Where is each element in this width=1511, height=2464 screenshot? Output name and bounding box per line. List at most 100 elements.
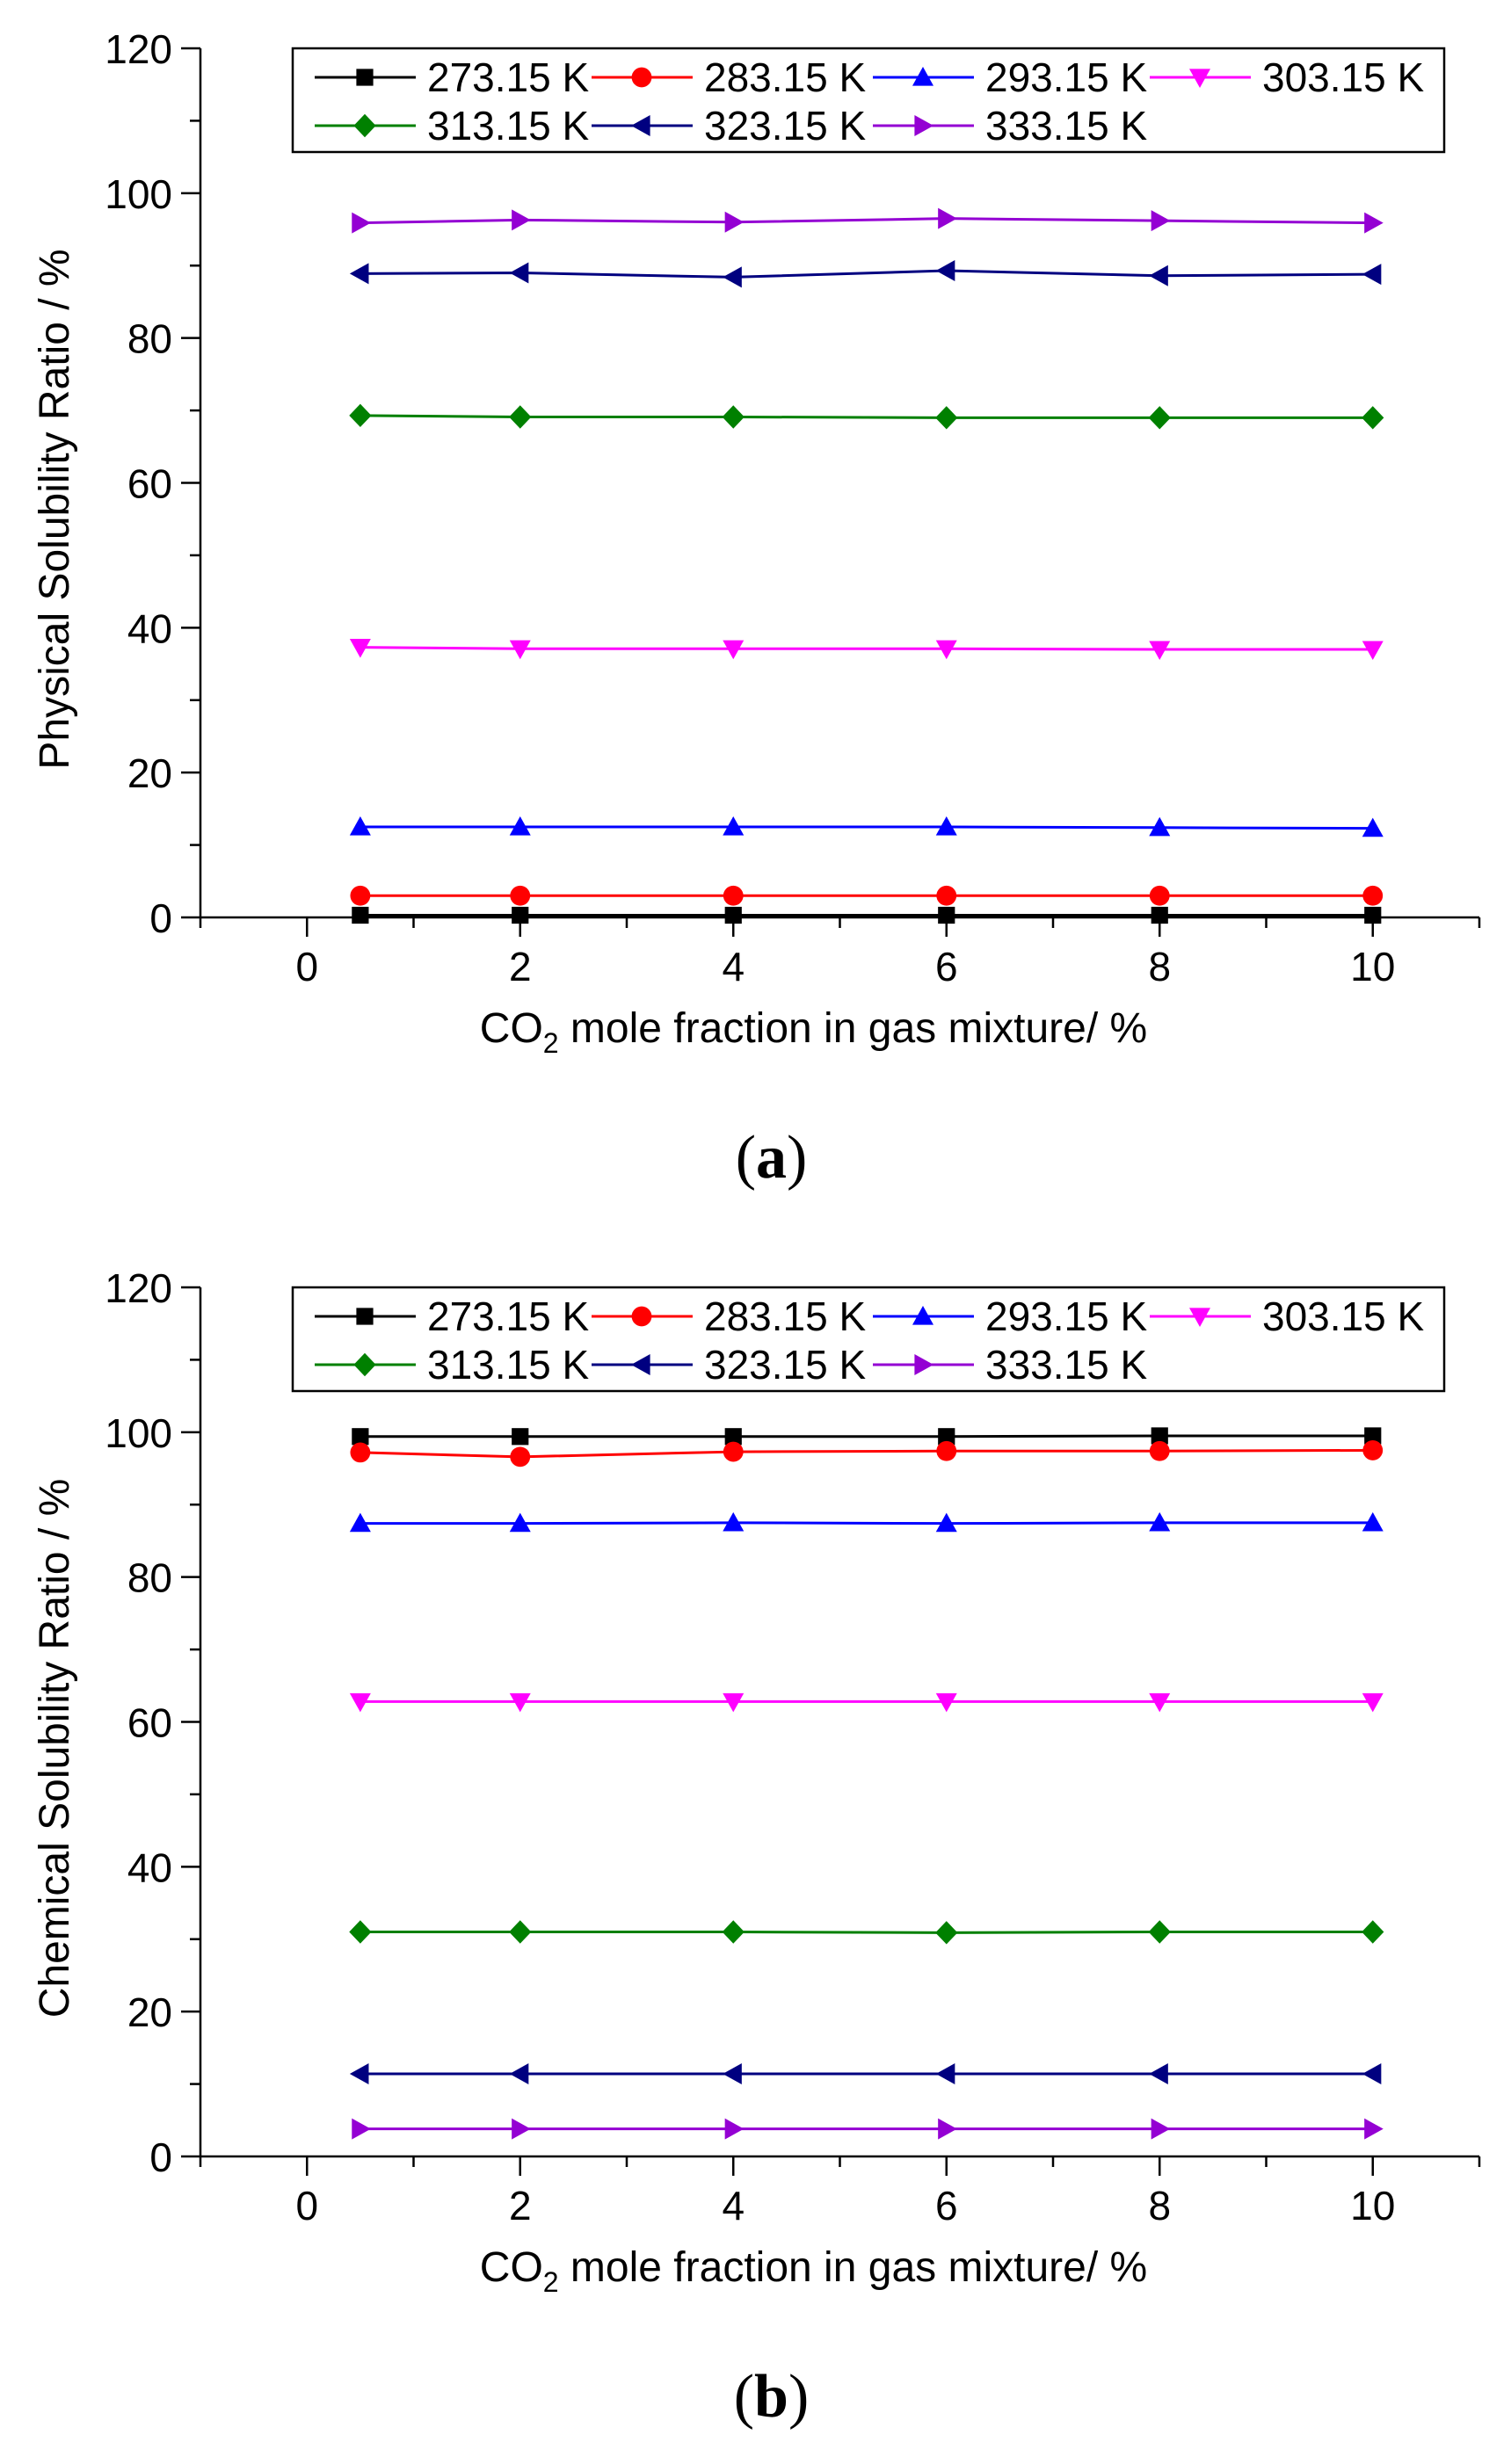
data-point [1364,2118,1384,2140]
data-point [935,260,955,282]
data-point [938,1428,955,1446]
data-point [938,906,955,924]
data-point [1362,1440,1384,1460]
series-line [360,825,1373,830]
data-point [509,405,532,429]
series-273-15-K [352,1427,1382,1446]
legend-label: 303.15 K [1262,1294,1424,1339]
data-point [509,1512,531,1533]
data-point [935,1512,957,1533]
x-tick-label: 8 [1148,944,1171,989]
data-point [509,262,529,284]
series-line [360,1448,1373,1459]
legend-item: 283.15 K [592,54,866,100]
data-point [352,1428,369,1446]
legend-item: 303.15 K [1150,1294,1424,1339]
legend-marker [631,115,650,136]
x-tick-label: 2 [509,944,532,989]
legend-box [291,1286,1446,1393]
data-point [1151,2118,1171,2140]
data-point [352,212,371,234]
data-point [1148,1920,1171,1944]
x-tick-label: 0 [295,944,318,989]
series-283-15-K [350,885,1384,906]
data-point [936,1440,957,1461]
legend-label: 313.15 K [427,1342,589,1388]
legend-marker [914,1354,933,1375]
y-tick-label: 100 [105,171,172,217]
data-point [724,906,742,924]
legend-marker [1189,1308,1210,1327]
series-line [360,646,1373,651]
data-point [349,263,369,285]
legend-marker [912,67,933,86]
x-axis-label: CO2 mole fraction in gas mixture/ % [480,2244,1147,2298]
data-point [723,1692,745,1713]
data-point [1364,1427,1382,1445]
y-tick-label: 120 [105,26,172,72]
series-323-15-K [349,260,1382,288]
legend-marker [912,1306,933,1325]
legend-item: 273.15 K [315,54,589,100]
panel-label: (b) [734,2363,810,2431]
legend-item: 273.15 K [315,1294,589,1339]
legend-label: 303.15 K [1262,54,1424,100]
legend-label: 283.15 K [704,1294,866,1339]
panel-label-letter: a [756,1124,787,1192]
data-point [512,209,531,231]
data-point [349,403,372,428]
chart-panel-b: 0 20 40 60 80 100 120 0 2 4 6 8 10 Chemical Solubilit… [32,1265,1481,2431]
legend-marker [631,67,652,88]
data-point [1149,885,1170,906]
data-point [1362,1920,1384,1944]
data-point [512,1428,529,1446]
legend: 273.15 K 283.15 K 293.15 K 303.15 K 313.15 K… [291,1286,1446,1393]
data-point [935,406,958,430]
data-point [935,815,957,836]
data-point [936,885,957,906]
panel-label-open-paren: ( [736,1124,756,1192]
legend-item: 293.15 K [873,1294,1147,1339]
panel-label-letter: b [754,2363,788,2431]
legend-marker [356,1308,374,1325]
legend-marker [914,115,933,136]
y-tick-label: 100 [105,1410,172,1456]
data-point [1362,1511,1384,1532]
data-point [349,638,371,658]
data-point [723,2063,742,2085]
data-point [723,266,742,288]
y-axis-label: Chemical Solubility Ratio / % [32,1479,78,2018]
legend-marker [356,69,374,86]
legend-label: 293.15 K [985,54,1147,100]
y-tick-label: 60 [127,1700,172,1746]
legend-label: 323.15 K [704,103,866,149]
data-point [724,211,745,233]
series-line [360,269,1373,279]
chart-panel-a: 0 20 40 60 80 100 120 0 2 4 6 8 10 Physical Solubilit… [32,26,1481,1192]
series-303-15-K [349,1692,1384,1713]
data-point [1151,1427,1168,1445]
data-point [1362,641,1384,661]
y-tick-label: 120 [105,1265,172,1311]
x-tick-label: 8 [1148,2183,1171,2228]
x-tick-label: 2 [509,2183,532,2228]
data-point [935,2063,955,2085]
legend-marker [631,1354,650,1375]
data-point [352,2118,371,2140]
series-293-15-K [349,1511,1384,1533]
data-point [938,2118,957,2140]
series-line [360,1434,1373,1439]
x-tick-label: 10 [1350,2183,1395,2228]
legend-marker [353,1352,376,1377]
x-axis-label-suffix: mole fraction in gas mixture/ % [559,2244,1148,2291]
series-273-15-K [352,906,1382,924]
legend-item: 313.15 K [315,103,589,149]
data-point [1149,1511,1171,1532]
x-tick-label: 10 [1350,944,1395,989]
data-point [723,640,745,660]
panel-label-close-paren: ) [788,2363,809,2431]
data-point [1364,212,1384,234]
legend-label: 323.15 K [704,1342,866,1388]
series-line [360,1521,1373,1526]
legend-label: 333.15 K [985,103,1147,149]
